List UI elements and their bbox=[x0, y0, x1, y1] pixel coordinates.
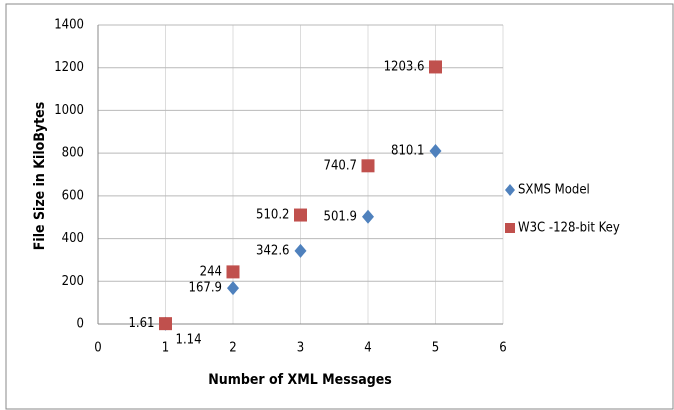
point bbox=[429, 143, 442, 158]
y-tick-label: 1200 bbox=[54, 60, 84, 75]
data-label: 244 bbox=[200, 264, 222, 279]
data-label: 1203.6 bbox=[384, 59, 425, 74]
point bbox=[159, 317, 172, 331]
data-label: 342.6 bbox=[256, 243, 289, 258]
y-tick-label: 1400 bbox=[54, 18, 84, 33]
y-tick-label: 0 bbox=[77, 317, 84, 332]
point bbox=[294, 243, 307, 258]
data-label: 1.14 bbox=[176, 332, 202, 347]
data-label: 810.1 bbox=[391, 143, 424, 158]
data-label: 1.61 bbox=[128, 316, 154, 331]
x-axis-label: Number of XML Messages bbox=[208, 372, 392, 388]
chart-border bbox=[5, 3, 674, 410]
data-label: 510.2 bbox=[256, 208, 289, 223]
point bbox=[362, 209, 374, 224]
y-tick-label: 800 bbox=[62, 146, 84, 161]
x-tick-label: 5 bbox=[432, 341, 439, 356]
point bbox=[227, 281, 239, 296]
y-tick-label: 400 bbox=[62, 231, 84, 246]
point bbox=[361, 159, 375, 173]
legend-marker bbox=[505, 223, 515, 233]
x-tick-label: 1 bbox=[162, 341, 169, 356]
data-label: 740.7 bbox=[324, 158, 357, 173]
legend-marker bbox=[505, 184, 515, 196]
x-tick-label: 3 bbox=[297, 341, 304, 356]
y-axis-label: File Size in KiloBytes bbox=[32, 102, 48, 250]
y-tick-label: 600 bbox=[62, 188, 84, 203]
x-tick-label: 4 bbox=[364, 341, 371, 356]
y-tick-label: 1000 bbox=[54, 103, 84, 118]
legend-label: W3C -128-bit Key bbox=[518, 221, 620, 236]
data-label: 501.9 bbox=[324, 209, 357, 224]
point bbox=[226, 265, 240, 279]
data-label: 167.9 bbox=[189, 281, 222, 296]
y-tick-label: 200 bbox=[62, 274, 84, 289]
x-tick-label: 2 bbox=[229, 341, 236, 356]
x-tick-label: 6 bbox=[499, 341, 506, 356]
x-tick-label: 0 bbox=[94, 341, 101, 356]
legend-label: SXMS Model bbox=[518, 183, 590, 198]
point bbox=[294, 208, 307, 222]
point bbox=[429, 60, 442, 74]
